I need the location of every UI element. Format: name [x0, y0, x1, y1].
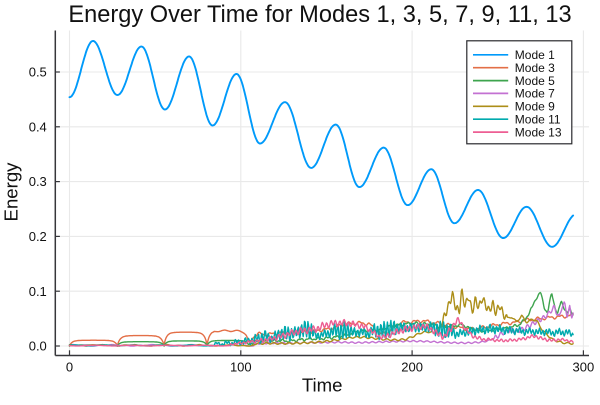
svg-text:0.0: 0.0 — [29, 339, 47, 354]
svg-text:Mode 11: Mode 11 — [515, 113, 561, 127]
svg-text:Mode 7: Mode 7 — [515, 87, 555, 101]
svg-text:Time: Time — [302, 375, 343, 396]
svg-text:0: 0 — [66, 359, 73, 374]
svg-text:Mode 9: Mode 9 — [515, 100, 555, 114]
svg-text:0.2: 0.2 — [29, 229, 47, 244]
svg-text:300: 300 — [573, 359, 595, 374]
svg-text:0.3: 0.3 — [29, 174, 47, 189]
svg-text:Energy Over Time for Modes 1,: Energy Over Time for Modes 1, 3, 5, 7, 9… — [68, 2, 571, 28]
svg-text:Energy: Energy — [1, 162, 22, 222]
svg-text:0.1: 0.1 — [29, 284, 47, 299]
svg-text:Mode 13: Mode 13 — [515, 125, 562, 139]
svg-text:Mode 3: Mode 3 — [515, 61, 555, 75]
svg-text:0.4: 0.4 — [29, 119, 47, 134]
svg-text:200: 200 — [401, 359, 423, 374]
svg-text:Mode 1: Mode 1 — [515, 48, 555, 62]
svg-text:Mode 5: Mode 5 — [515, 74, 555, 88]
svg-text:100: 100 — [230, 359, 252, 374]
svg-text:0.5: 0.5 — [29, 65, 47, 80]
